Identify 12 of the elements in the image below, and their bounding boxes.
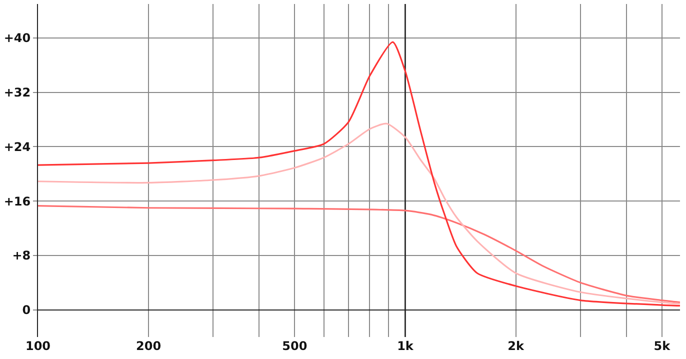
y-tick-label: +16 <box>4 194 31 208</box>
x-tick-label: 2k <box>508 339 525 353</box>
x-tick-label: 200 <box>136 339 162 353</box>
x-tick-label: 500 <box>282 339 308 353</box>
x-tick-label: 5k <box>654 339 672 353</box>
y-tick-label: +24 <box>4 140 31 154</box>
y-tick-label: +32 <box>4 86 31 100</box>
x-tick-label: 1k <box>397 339 414 353</box>
y-tick-label: 0 <box>22 303 31 318</box>
x-tick-label: 100 <box>25 339 51 353</box>
y-tick-label: +40 <box>4 31 31 46</box>
y-tick-label: +8 <box>12 248 31 263</box>
